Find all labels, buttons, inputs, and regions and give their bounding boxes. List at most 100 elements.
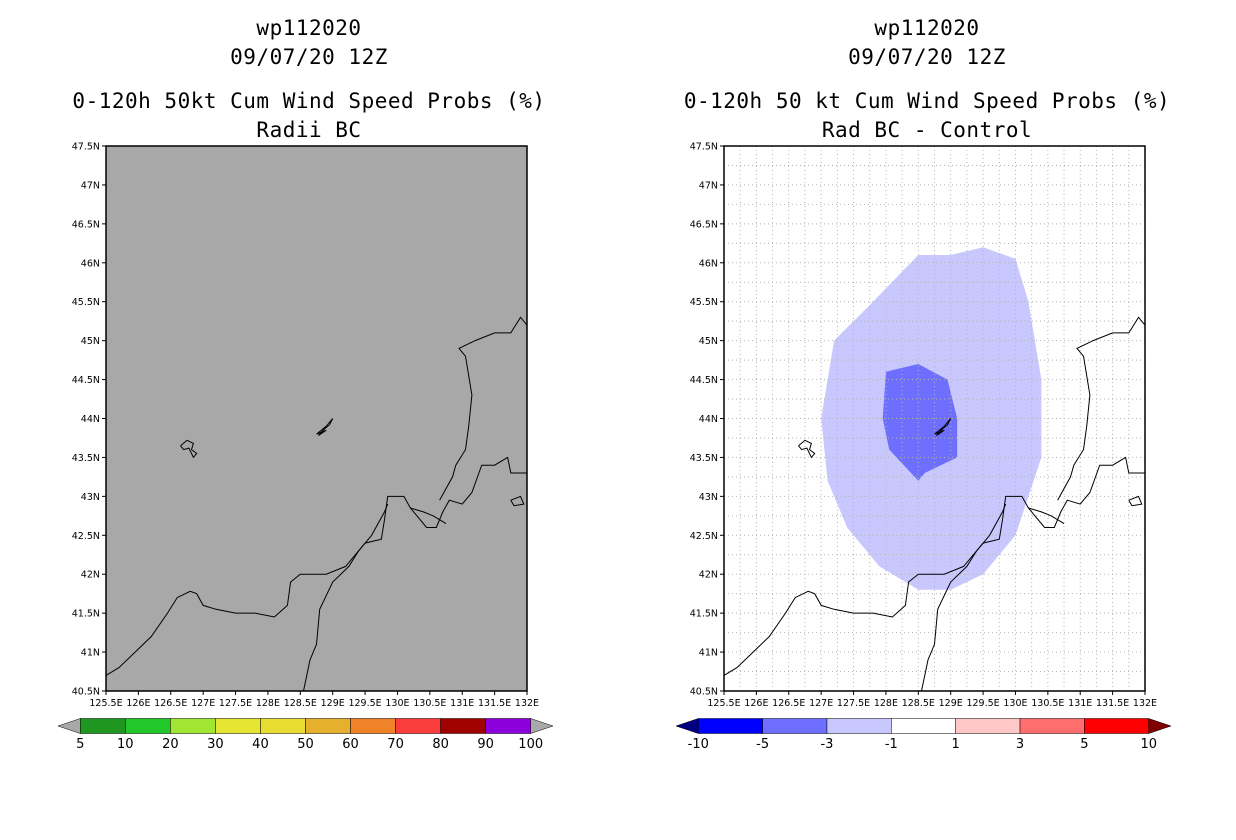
coastline	[105, 456, 527, 676]
y-tick-label: 41N	[81, 648, 100, 659]
y-tick-label: 46.5N	[690, 219, 718, 230]
coastline	[303, 503, 389, 692]
colorbar-label: 1	[951, 737, 960, 752]
colorbar-label: -5	[756, 737, 770, 752]
x-tick-label: 127.5E	[219, 698, 252, 709]
x-tick-label: 131.5E	[478, 698, 511, 709]
colorbar-label: 80	[432, 737, 449, 752]
island-outline	[1128, 495, 1143, 507]
y-tick-label: 42.5N	[72, 531, 100, 542]
x-tick-label: 129E	[321, 698, 345, 709]
colorbar-label: 50	[297, 737, 314, 752]
right-map: 40.5N 41N 41.5N 42N 42.5N 43N 43.5N 44N 44.5N 45N…	[690, 142, 1157, 710]
right-title-date: 09/07/20 12Z	[848, 45, 1006, 69]
y-tick-label: 45.5N	[72, 297, 100, 308]
y-tick-label: 42N	[81, 570, 100, 581]
colorbar-label: 3	[1015, 737, 1025, 752]
x-tick-label: 129E	[939, 698, 963, 709]
x-tick-label: 128.5E	[284, 698, 317, 709]
colorbar-arrow-left	[675, 718, 699, 734]
left-colorbar	[57, 718, 554, 734]
coastline	[410, 507, 447, 525]
y-tick-label: 41.5N	[690, 609, 718, 620]
island-outline	[934, 418, 952, 437]
y-tick-label: 46.5N	[72, 219, 100, 230]
colorbar-label: 90	[477, 737, 494, 752]
y-tick-label: 41.5N	[72, 609, 100, 620]
colorbar-label: 60	[342, 737, 359, 752]
colorbar-label: 70	[387, 737, 404, 752]
y-tick-label: 42N	[699, 570, 718, 581]
colorbar-swatch	[305, 718, 351, 734]
colorbar-label: 5	[76, 737, 85, 752]
colorbar-swatch	[440, 718, 486, 734]
y-tick-label: 47N	[699, 180, 718, 191]
colorbar-swatch	[80, 718, 126, 734]
y-tick-label: 45.5N	[690, 297, 718, 308]
colorbar-label: 10	[117, 737, 134, 752]
right-colorbar	[675, 718, 1172, 734]
right-panel: wp112020 09/07/20 12Z 0-120h 50 kt Cum W…	[618, 0, 1236, 800]
y-tick-label: 47N	[81, 180, 100, 191]
colorbar-swatch	[395, 718, 441, 734]
colorbar-swatch	[1084, 718, 1149, 734]
x-tick-label: 126E	[744, 698, 768, 709]
y-tick-label: 43N	[81, 492, 100, 503]
left-title-storm: wp112020	[256, 16, 362, 40]
y-tick-label: 40.5N	[72, 687, 100, 698]
colorbar-swatch	[1019, 718, 1085, 734]
x-tick-label: 131.5E	[1096, 698, 1129, 709]
colorbar-arrow-right	[530, 718, 554, 734]
y-tick-label: 44N	[81, 414, 100, 425]
island-outline	[180, 439, 198, 459]
y-tick-label: 47.5N	[72, 142, 100, 153]
colorbar-swatch	[215, 718, 261, 734]
colorbar-swatch	[891, 718, 956, 734]
contour-minus5-to-minus3	[882, 364, 958, 481]
colorbar-label: -3	[820, 737, 834, 752]
x-tick-label: 128.5E	[902, 698, 935, 709]
y-tick-label: 44.5N	[72, 375, 100, 386]
island-outline	[510, 495, 525, 507]
y-tick-label: 44N	[699, 414, 718, 425]
colorbar-swatch	[260, 718, 306, 734]
x-tick-label: 125.5E	[89, 698, 122, 709]
y-tick-label: 47.5N	[690, 142, 718, 153]
y-tick-label: 45N	[699, 336, 718, 347]
right-title-storm: wp112020	[874, 16, 980, 40]
colorbar-arrow-right	[1148, 718, 1172, 734]
colorbar-label: 40	[252, 737, 269, 752]
x-tick-label: 128E	[874, 698, 898, 709]
x-tick-label: 132E	[515, 698, 539, 709]
x-tick-label: 128E	[256, 698, 280, 709]
y-tick-label: 43.5N	[690, 453, 718, 464]
x-tick-label: 130E	[385, 698, 409, 709]
colorbar-swatch	[125, 718, 171, 734]
colorbar-arrow-left	[57, 718, 81, 734]
colorbar-label: 20	[162, 737, 179, 752]
colorbar-swatch	[698, 718, 763, 734]
left-title-date: 09/07/20 12Z	[230, 45, 388, 69]
x-tick-label: 125.5E	[707, 698, 740, 709]
right-title-product: 0-120h 50 kt Cum Wind Speed Probs (%)	[683, 89, 1171, 113]
y-tick-label: 41N	[699, 648, 718, 659]
x-tick-label: 126.5E	[772, 698, 805, 709]
colorbar-swatch	[485, 718, 531, 734]
colorbar-label: 30	[207, 737, 224, 752]
colorbar-label: 100	[518, 737, 544, 752]
right-title-subtitle: Rad BC - Control	[821, 118, 1033, 142]
x-tick-label: 126.5E	[154, 698, 187, 709]
y-tick-label: 43N	[699, 492, 718, 503]
colorbar-label: 5	[1080, 737, 1089, 752]
colorbar-swatch	[170, 718, 216, 734]
colorbar-label: 10	[1140, 737, 1157, 752]
x-tick-label: 130.5E	[413, 698, 446, 709]
colorbar-swatch	[762, 718, 828, 734]
plot-area	[106, 146, 527, 691]
colorbar-swatch	[350, 718, 396, 734]
y-tick-label: 46N	[81, 258, 100, 269]
y-tick-label: 42.5N	[690, 531, 718, 542]
x-tick-label: 127E	[809, 698, 833, 709]
colorbar-label: -10	[687, 737, 709, 752]
y-tick-label: 43.5N	[72, 453, 100, 464]
